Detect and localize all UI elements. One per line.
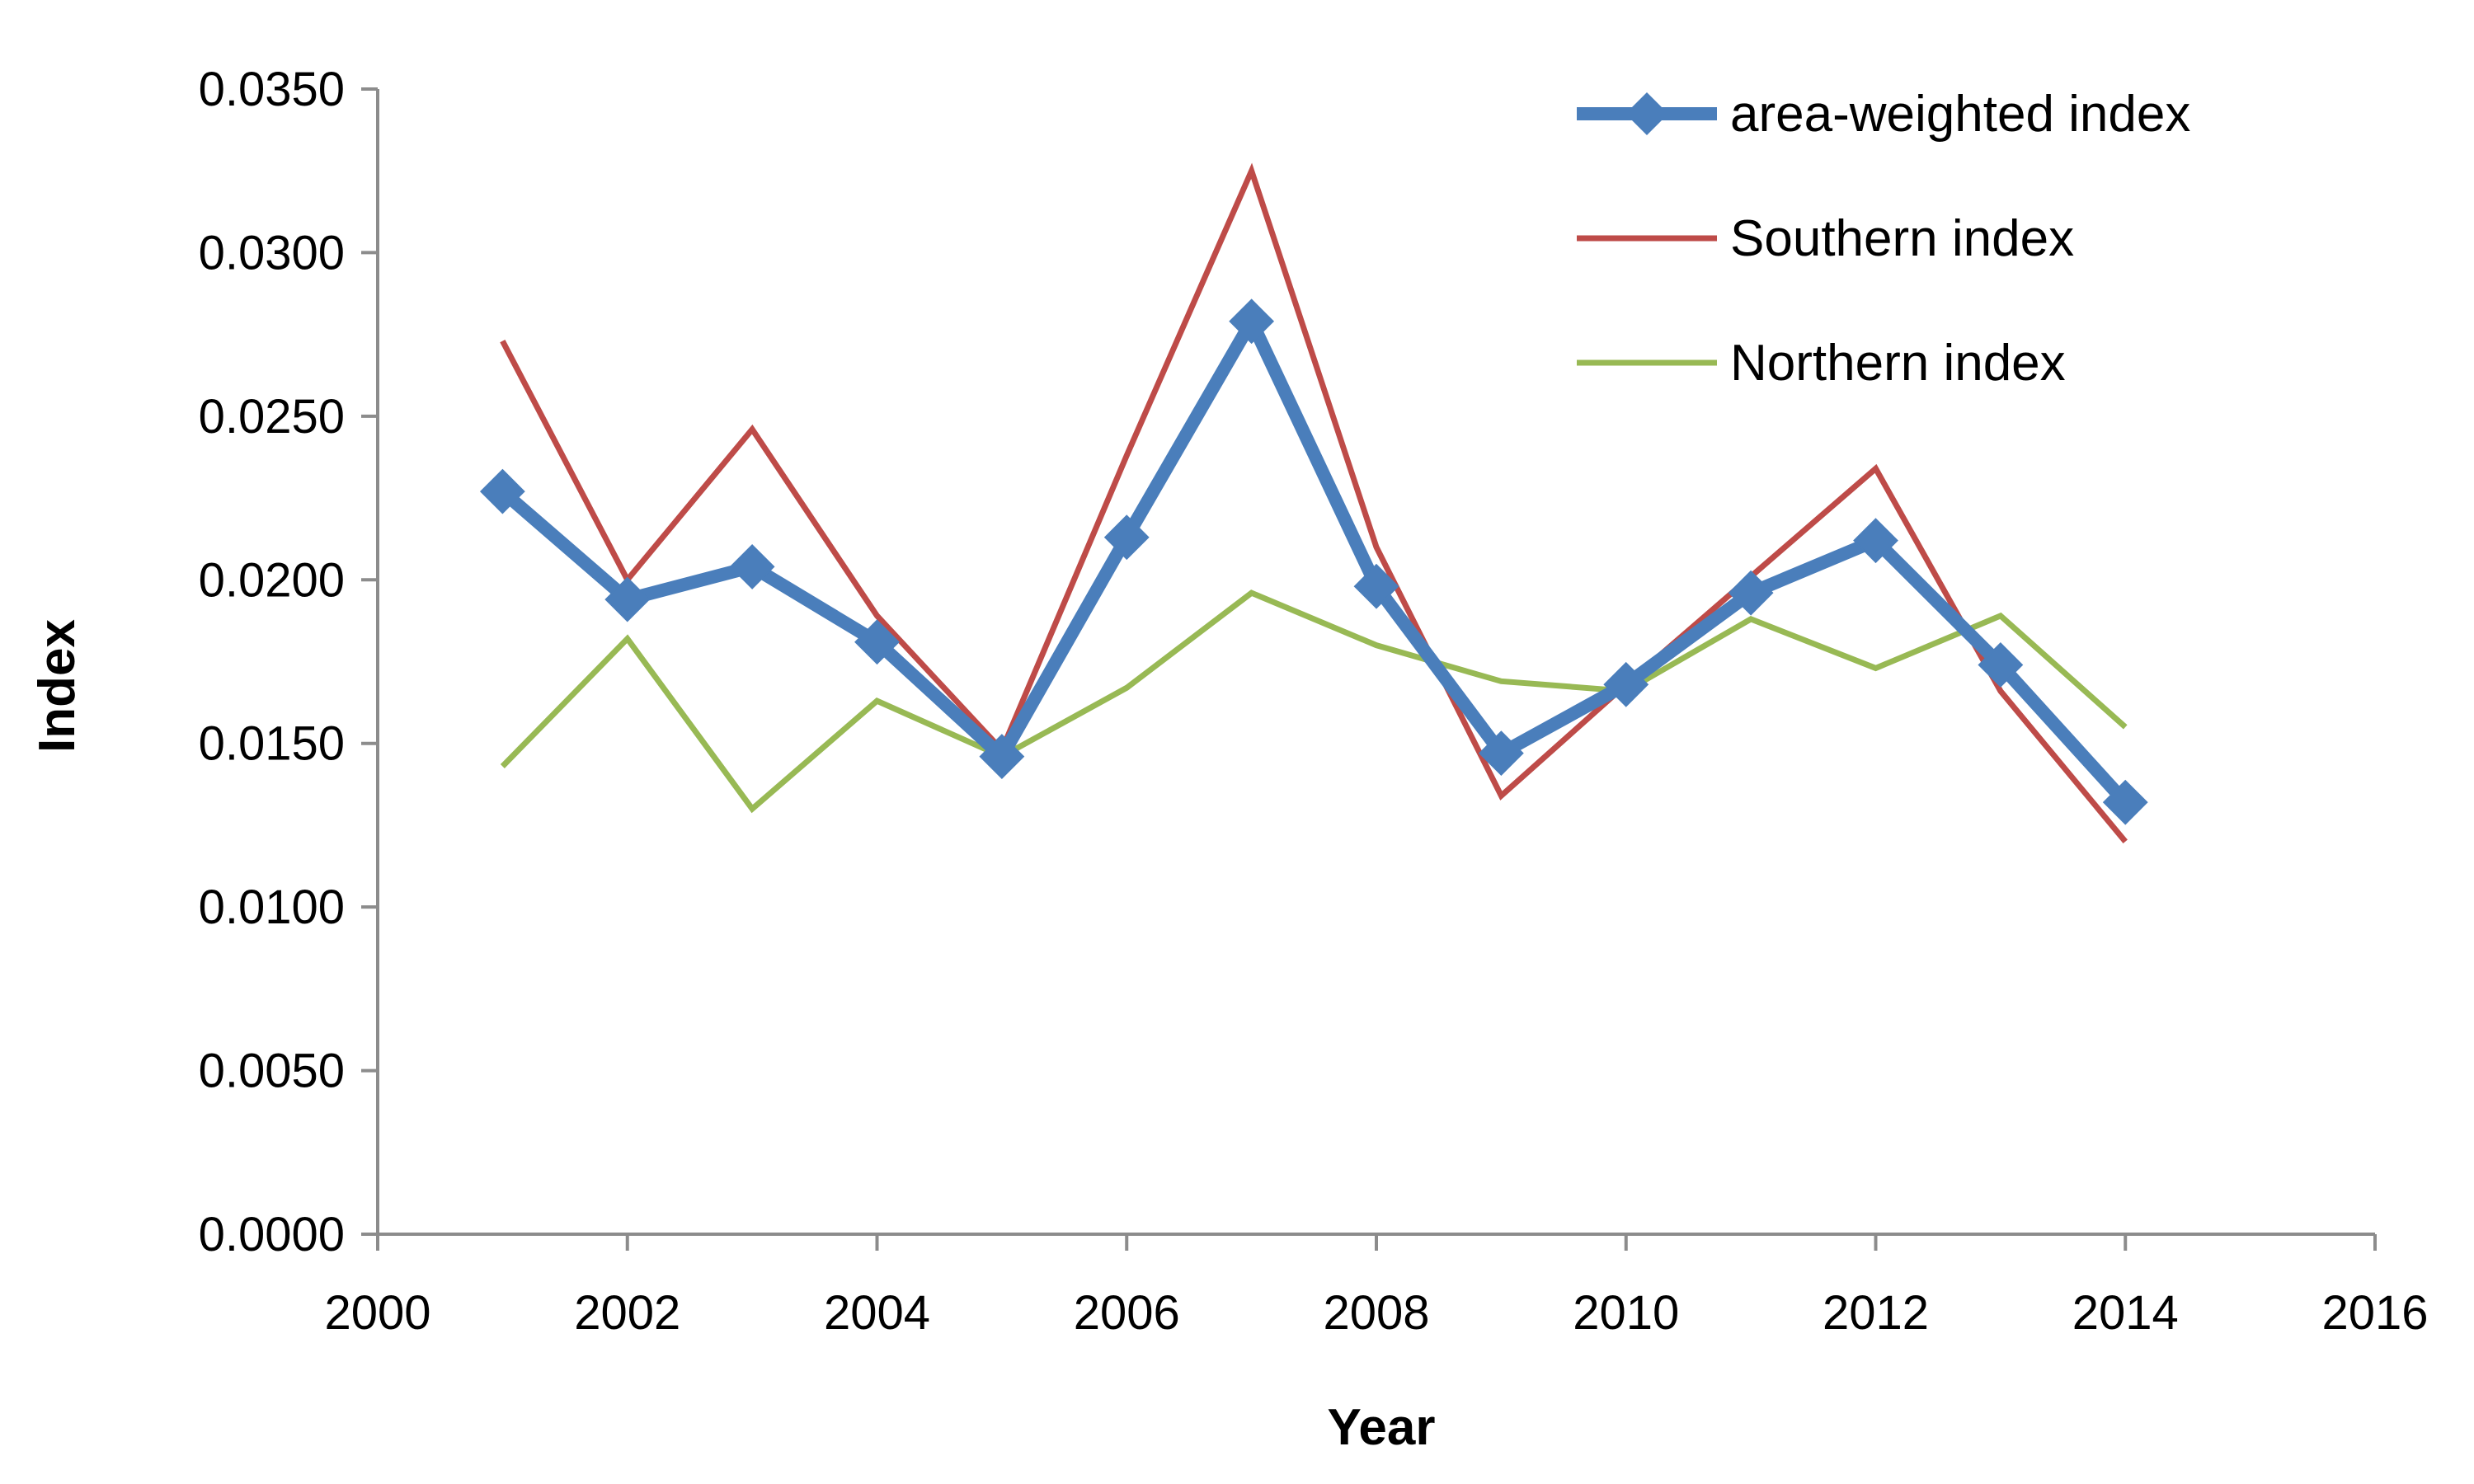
data-point-marker [1728,570,1774,616]
data-point-marker [1978,642,2024,688]
y-tick-label: 0.0000 [199,1208,345,1261]
data-point-marker [979,734,1025,780]
data-point-marker [854,619,900,665]
x-axis-ticks: 2000 2002 2004 2006 2008 2010 2012 2014 2016 [324,1234,2429,1340]
data-point-marker [604,576,651,622]
y-axis-ticks: 0.0000 0.0050 0.0100 0.0150 0.0200 0.0250 0.03… [199,63,378,1261]
legend-item: Northern index [1577,335,2066,392]
data-point-marker [479,468,525,514]
series-line-2 [500,589,2128,814]
x-tick-label: 2012 [1823,1286,1929,1340]
y-tick-label: 0.0250 [199,390,345,444]
y-tick-label: 0.0300 [199,226,345,279]
y-tick-label: 0.0100 [199,881,345,934]
legend-label: Southern index [1730,210,2074,267]
data-point-marker [1478,730,1524,777]
x-tick-label: 2000 [324,1286,430,1340]
x-tick-label: 2016 [2321,1286,2428,1340]
x-axis-title: Year [1327,1399,1435,1456]
legend-label: area-weighted index [1730,86,2190,143]
x-tick-label: 2004 [824,1286,930,1340]
axes: 0.0000 0.0050 0.0100 0.0150 0.0200 0.0250 0.03… [199,63,2429,1340]
y-axis-title: Index [29,619,86,753]
data-point-marker [1229,298,1275,345]
data-point-marker [729,543,775,589]
data-point-marker [1603,661,1649,707]
x-tick-label: 2010 [1573,1286,1679,1340]
y-tick-label: 0.0150 [199,717,345,771]
series-line-0 [498,307,2131,807]
x-tick-label: 2014 [2072,1286,2179,1340]
data-point-marker [1353,563,1399,609]
y-tick-label: 0.0350 [199,63,345,116]
data-point-marker [1853,518,1898,564]
y-tick-label: 0.0200 [199,553,345,607]
data-point-marker [2102,779,2148,825]
x-tick-label: 2006 [1074,1286,1180,1340]
x-tick-label: 2002 [574,1286,680,1340]
series-line-1 [500,162,2128,844]
x-tick-label: 2008 [1323,1286,1429,1340]
legend: area-weighted index Southern index Norther… [1577,86,2190,392]
plot-area [479,162,2148,844]
legend-item: area-weighted index [1577,86,2190,143]
y-tick-label: 0.0050 [199,1045,345,1098]
data-point-marker [1103,514,1150,561]
legend-label: Northern index [1730,335,2066,392]
legend-marker [1625,92,1668,135]
legend-item: Southern index [1577,210,2074,267]
